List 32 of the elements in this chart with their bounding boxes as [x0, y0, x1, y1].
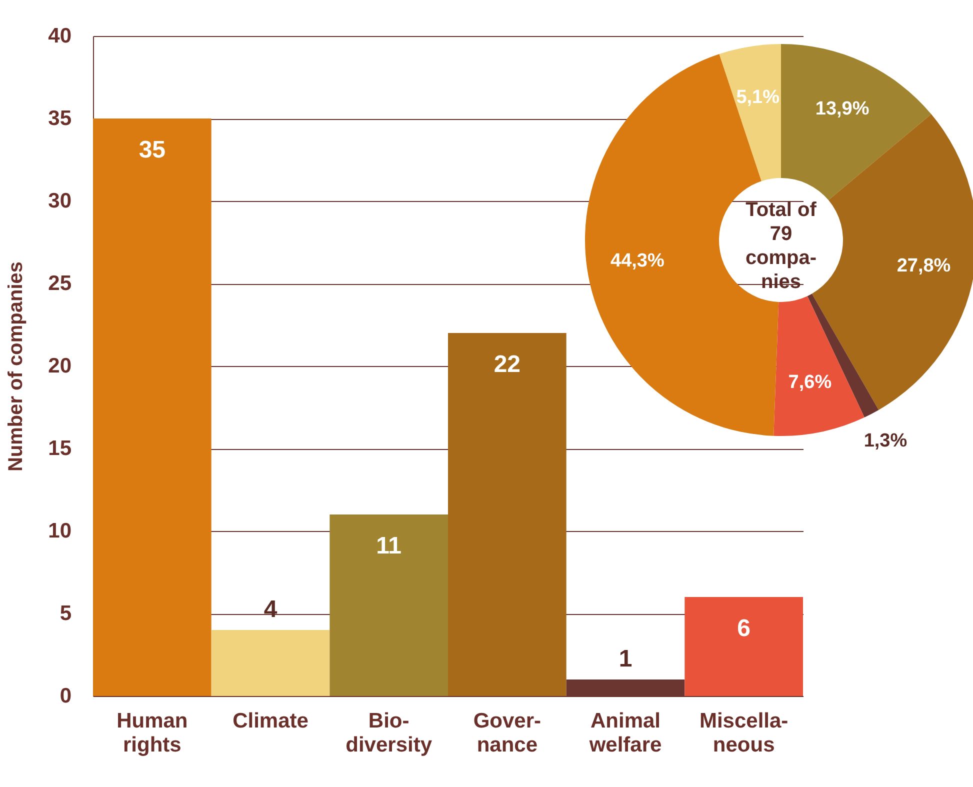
y-tick-label: 30 [48, 190, 72, 212]
x-tick-label: Climate [232, 710, 308, 732]
y-tick-label: 5 [60, 602, 72, 625]
bar [93, 118, 212, 696]
y-tick-label: 25 [48, 272, 72, 295]
y-tick-label: 20 [48, 354, 72, 378]
x-tick-label: Bio- diversity [346, 710, 432, 756]
data-label: 5,1% [736, 86, 780, 108]
x-tick-label: Animal welfare [588, 710, 662, 756]
data-label: 7,6% [788, 372, 832, 394]
bar [211, 630, 330, 696]
bar [330, 514, 448, 696]
y-tick-label: 15 [48, 437, 72, 460]
data-label: 13,9% [815, 98, 870, 120]
data-label: 1 [618, 646, 632, 672]
data-label: 6 [737, 615, 751, 642]
y-tick-label: 0 [60, 684, 72, 708]
bar [448, 333, 566, 696]
bar [684, 597, 803, 696]
y-tick-label: 10 [48, 520, 72, 542]
x-tick-label: Gover- nance [473, 710, 542, 756]
data-label: 1,3% [864, 430, 908, 452]
data-label: 35 [138, 136, 166, 164]
x-tick-label: Miscella- neous [699, 710, 788, 756]
data-label: 11 [376, 532, 402, 560]
y-tick-label: 40 [48, 24, 72, 48]
y-tick-label: 35 [48, 107, 72, 130]
x-tick-label: Human rights [116, 710, 188, 756]
data-label: 22 [494, 351, 521, 378]
data-label: 27,8% [896, 255, 951, 276]
data-label: 44,3% [610, 250, 664, 272]
y-axis-title: Number of companies [5, 261, 28, 472]
